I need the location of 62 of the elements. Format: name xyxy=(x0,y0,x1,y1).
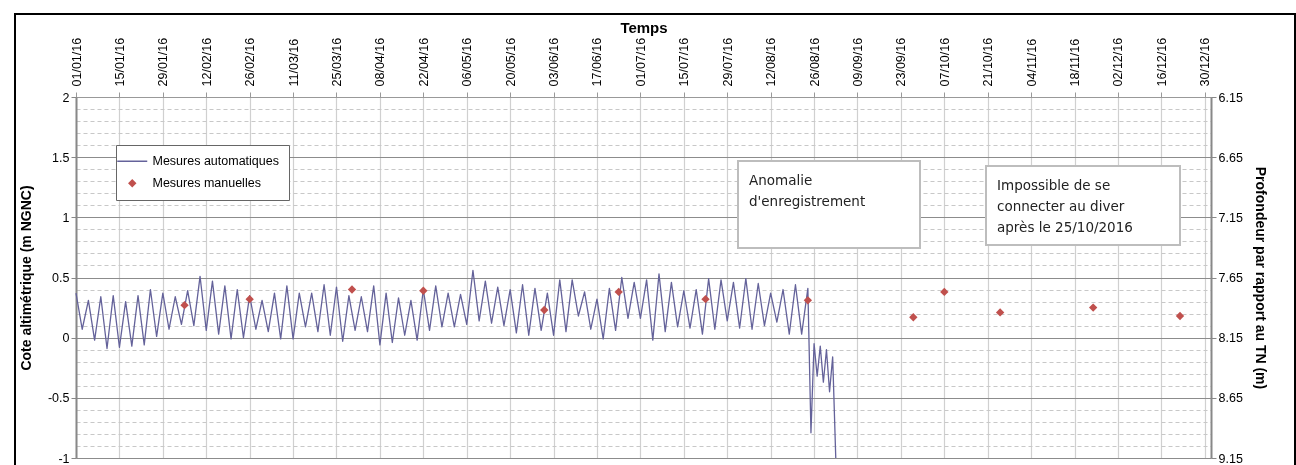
text-box: Impossible de se connecter au diver après le 25/10/2016 xyxy=(985,165,1181,246)
x-tick-label: 21/10/16 xyxy=(981,37,996,87)
point xyxy=(1088,303,1098,312)
point xyxy=(540,305,549,315)
y-tick-label: 0 xyxy=(62,331,70,346)
x-tick-label: 01/07/16 xyxy=(633,37,648,87)
point xyxy=(347,285,357,294)
y-axis-title: Cote altimétrique (m NGNC) xyxy=(17,185,34,371)
point xyxy=(1175,311,1185,321)
x-tick-label: 25/03/16 xyxy=(329,37,344,87)
point xyxy=(803,296,813,305)
y2-tick-label: 7.15 xyxy=(1218,210,1243,225)
point xyxy=(245,294,254,304)
x-tick-label: 30/12/16 xyxy=(1198,37,1213,87)
y2-tick-label: 8.65 xyxy=(1218,391,1243,406)
y2-axis-title: Profondeur par rapport au TN (m) xyxy=(1252,166,1269,390)
y-tick-label: 1 xyxy=(62,210,70,225)
x-tick-label: 16/12/16 xyxy=(1154,37,1169,87)
point xyxy=(614,287,623,297)
point xyxy=(995,308,1005,317)
x-tick-label: 07/10/16 xyxy=(937,37,952,87)
line-series xyxy=(75,269,837,459)
y-tick-label: 0.5 xyxy=(52,271,70,285)
x-tick-label: 12/08/16 xyxy=(764,37,779,87)
x-tick-label: 03/06/16 xyxy=(547,37,562,87)
legend-label: Mesures automatiques xyxy=(152,154,279,169)
point xyxy=(419,286,428,295)
y2-tick-label: 8.15 xyxy=(1218,331,1243,346)
x-tick-label: 17/06/16 xyxy=(590,37,605,87)
y-tick-label: -1 xyxy=(58,451,70,465)
point xyxy=(701,294,710,304)
y-tick-label: 2 xyxy=(62,90,70,105)
x-tick-label: 26/02/16 xyxy=(243,37,258,87)
legend-label: Mesures manuelles xyxy=(152,176,261,191)
x-tick-label: 09/09/16 xyxy=(850,37,865,87)
x-tick-label: 22/04/16 xyxy=(416,37,431,87)
y-tick-label: 1.5 xyxy=(52,150,70,165)
point xyxy=(940,287,949,297)
x-tick-label: 08/04/16 xyxy=(373,37,388,87)
x-tick-label: 06/05/16 xyxy=(460,37,475,87)
y2-tick-label: 6.15 xyxy=(1218,90,1243,105)
x-tick-label: 18/11/16 xyxy=(1068,38,1083,87)
y2-tick-label: 9.15 xyxy=(1218,451,1243,465)
y2-tick-label: 6.65 xyxy=(1218,150,1243,165)
x-tick-label: 11/03/16 xyxy=(286,38,301,87)
point xyxy=(180,300,189,310)
x-tick-label: 15/07/16 xyxy=(677,37,692,87)
x-tick-label: 12/02/16 xyxy=(199,37,214,87)
text-box: Anomalie d'enregistrement xyxy=(737,160,921,249)
x-tick-label: 20/05/16 xyxy=(503,37,518,87)
x-tick-label: 02/12/16 xyxy=(1111,37,1126,87)
point xyxy=(909,313,918,322)
x-tick-label: 15/01/16 xyxy=(112,37,127,87)
x-tick-label: 23/09/16 xyxy=(894,37,909,87)
y-tick-label: -0.5 xyxy=(47,391,70,406)
x-tick-label: 26/08/16 xyxy=(807,37,822,87)
chart-title: Temps xyxy=(620,18,668,36)
x-tick-label: 01/01/16 xyxy=(69,37,84,87)
x-tick-label: 04/11/16 xyxy=(1024,38,1039,87)
y2-tick-label: 7.65 xyxy=(1218,271,1243,285)
x-tick-label: 29/07/16 xyxy=(720,37,735,87)
x-tick-label: 29/01/16 xyxy=(156,37,171,87)
